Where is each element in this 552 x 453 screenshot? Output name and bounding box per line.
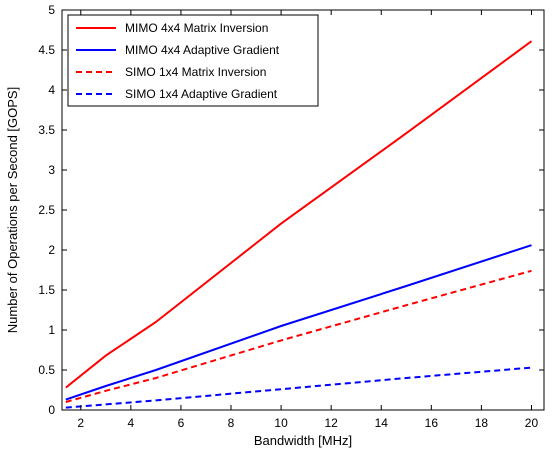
x-tick-label: 16 — [425, 416, 439, 430]
y-tick-label: 2 — [48, 243, 55, 257]
x-tick-label: 20 — [525, 416, 539, 430]
y-tick-label: 0.5 — [38, 363, 55, 377]
x-tick-label: 2 — [77, 416, 84, 430]
series-line — [65, 269, 532, 403]
y-tick-label: 3.5 — [38, 123, 55, 137]
x-tick-label: 18 — [475, 416, 489, 430]
series-line — [65, 366, 532, 409]
series-layer — [65, 40, 533, 409]
y-tick-label: 5 — [48, 3, 55, 17]
x-axis-label: Bandwidth [MHz] — [254, 433, 352, 448]
series-line — [65, 40, 533, 389]
x-tick-label: 6 — [178, 416, 185, 430]
y-tick-label: 1 — [48, 323, 55, 337]
x-tick-label: 12 — [324, 416, 338, 430]
tick-layer: 2 4 6 8 10 12 14 16 18 20 0 0.5 1 1.5 2 2.5 3 3.5 4 4.5 5 — [38, 3, 544, 430]
legend: MIMO 4x4 Matrix Inversion MIMO 4x4 Adapti… — [67, 14, 319, 107]
x-tick-label: 8 — [228, 416, 235, 430]
y-tick-label: 1.5 — [38, 283, 55, 297]
legend-box — [67, 14, 319, 107]
x-tick-label: 10 — [274, 416, 288, 430]
legend-label: SIMO 1x4 Matrix Inversion — [125, 65, 266, 79]
legend-label: MIMO 4x4 Matrix Inversion — [125, 21, 268, 35]
x-tick-label: 4 — [128, 416, 135, 430]
y-tick-label: 3 — [48, 163, 55, 177]
legend-label: SIMO 1x4 Adaptive Gradient — [125, 87, 278, 101]
y-axis-label: Number of Operations per Second [GOPS] — [5, 87, 20, 333]
legend-label: MIMO 4x4 Adaptive Gradient — [125, 43, 280, 57]
x-tick-label: 14 — [375, 416, 389, 430]
y-tick-label: 4 — [48, 83, 55, 97]
y-tick-label: 4.5 — [38, 43, 55, 57]
y-tick-label: 0 — [48, 403, 55, 417]
series-line — [65, 244, 532, 401]
y-tick-label: 2.5 — [38, 203, 55, 217]
